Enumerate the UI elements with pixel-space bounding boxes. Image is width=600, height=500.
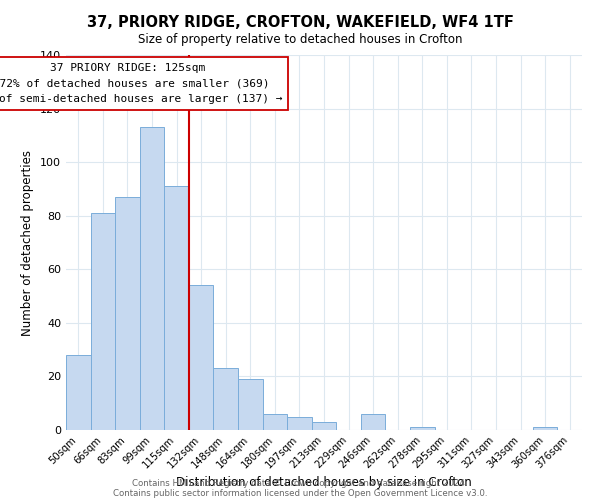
Bar bbox=[91, 213, 115, 430]
Bar bbox=[164, 186, 189, 430]
Bar bbox=[66, 355, 91, 430]
Bar bbox=[312, 422, 336, 430]
Bar bbox=[361, 414, 385, 430]
Bar bbox=[287, 416, 312, 430]
Bar bbox=[214, 368, 238, 430]
Bar bbox=[140, 128, 164, 430]
Bar bbox=[238, 379, 263, 430]
Bar bbox=[189, 286, 214, 430]
Bar bbox=[410, 428, 434, 430]
Text: 37, PRIORY RIDGE, CROFTON, WAKEFIELD, WF4 1TF: 37, PRIORY RIDGE, CROFTON, WAKEFIELD, WF… bbox=[86, 15, 514, 30]
Bar bbox=[533, 428, 557, 430]
Text: Contains public sector information licensed under the Open Government Licence v3: Contains public sector information licen… bbox=[113, 488, 487, 498]
Bar bbox=[263, 414, 287, 430]
X-axis label: Distribution of detached houses by size in Crofton: Distribution of detached houses by size … bbox=[176, 476, 472, 489]
Text: Contains HM Land Registry data © Crown copyright and database right 2024.: Contains HM Land Registry data © Crown c… bbox=[132, 478, 468, 488]
Bar bbox=[115, 197, 140, 430]
Y-axis label: Number of detached properties: Number of detached properties bbox=[22, 150, 34, 336]
Text: 37 PRIORY RIDGE: 125sqm
← 72% of detached houses are smaller (369)
27% of semi-d: 37 PRIORY RIDGE: 125sqm ← 72% of detache… bbox=[0, 63, 283, 104]
Text: Size of property relative to detached houses in Crofton: Size of property relative to detached ho… bbox=[138, 32, 462, 46]
